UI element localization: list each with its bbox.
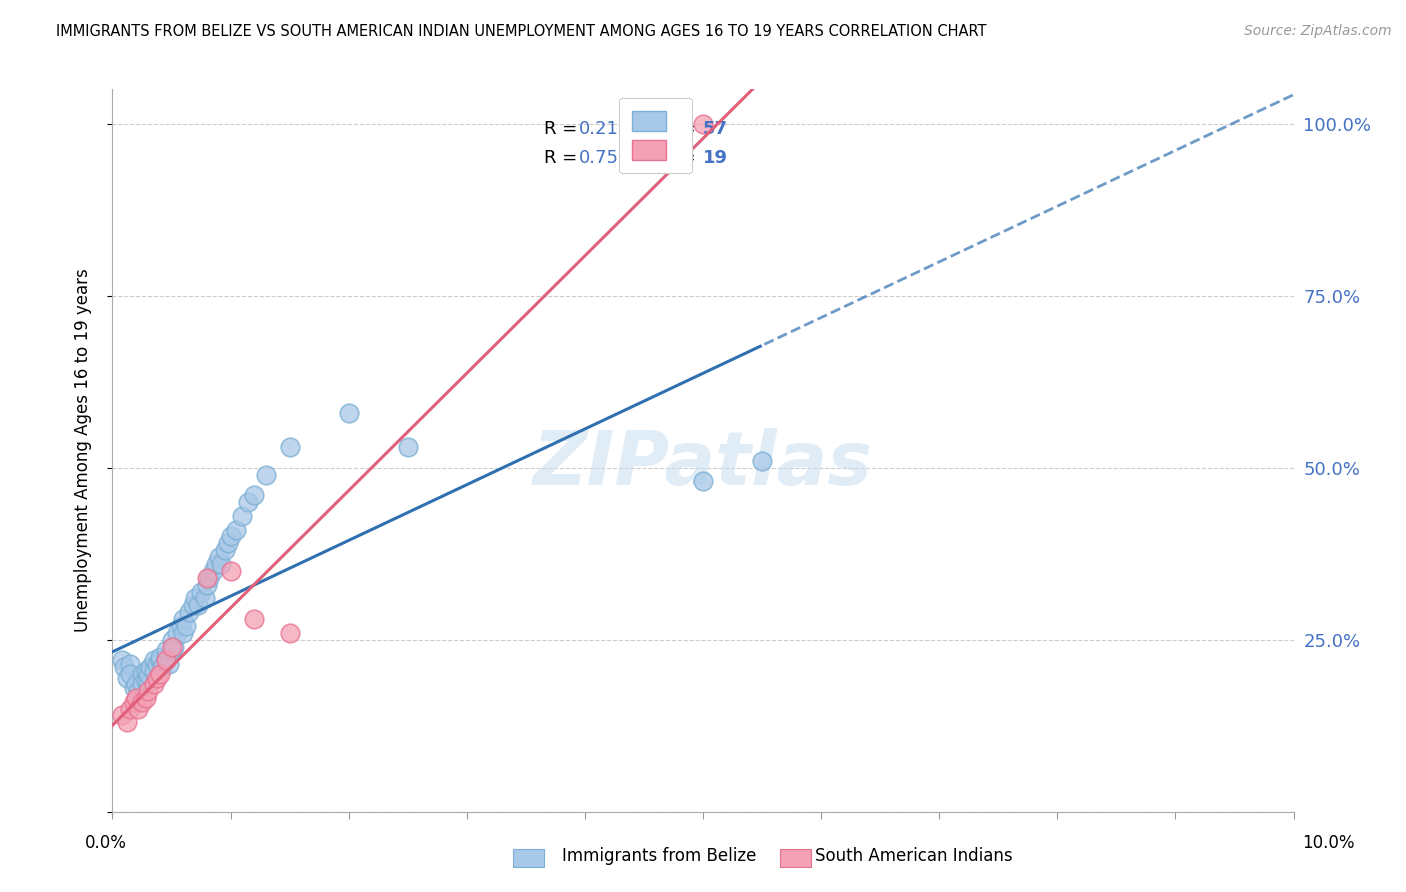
Text: 0.215: 0.215 (579, 120, 630, 138)
Point (195, 571, 218, 585)
Point (166, 625, 188, 640)
Point (122, 695, 145, 709)
Text: IMMIGRANTS FROM BELIZE VS SOUTH AMERICAN INDIAN UNEMPLOYMENT AMONG AGES 16 TO 19: IMMIGRANTS FROM BELIZE VS SOUTH AMERICAN… (56, 24, 987, 38)
Point (243, 488, 266, 502)
Point (149, 649, 172, 664)
Point (155, 653, 177, 667)
Point (136, 677, 159, 691)
Text: R =: R = (544, 149, 588, 167)
Point (131, 667, 153, 681)
Point (131, 677, 153, 691)
Point (278, 625, 301, 640)
Point (198, 571, 221, 585)
Point (231, 508, 253, 523)
Point (139, 660, 162, 674)
Point (115, 671, 138, 685)
Point (172, 612, 194, 626)
Y-axis label: Unemployment Among Ages 16 to 19 years: Unemployment Among Ages 16 to 19 years (73, 268, 91, 632)
Text: 57: 57 (703, 120, 728, 138)
Point (125, 677, 148, 691)
Text: 10.0%: 10.0% (1302, 834, 1355, 852)
Point (751, 454, 773, 468)
Point (136, 667, 159, 681)
Text: 19: 19 (703, 149, 728, 167)
Point (174, 619, 197, 633)
Point (692, 475, 714, 489)
Point (160, 640, 183, 654)
Point (142, 677, 165, 691)
Point (146, 671, 169, 685)
Point (150, 660, 173, 674)
Point (205, 557, 228, 571)
Point (179, 605, 201, 619)
Point (278, 440, 301, 454)
Point (217, 536, 239, 550)
Point (243, 612, 266, 626)
Point (120, 701, 142, 715)
Point (163, 640, 186, 654)
Text: N =: N = (650, 149, 702, 167)
Point (146, 657, 169, 671)
Point (131, 695, 153, 709)
Text: N =: N = (650, 120, 702, 138)
Point (238, 495, 260, 509)
Text: Source: ZipAtlas.com: Source: ZipAtlas.com (1244, 24, 1392, 38)
Point (209, 557, 232, 571)
Point (122, 681, 145, 695)
Point (127, 684, 149, 698)
Point (115, 715, 138, 730)
Point (190, 584, 212, 599)
Point (111, 708, 134, 723)
Point (127, 701, 149, 715)
Point (396, 440, 419, 454)
Point (181, 599, 204, 613)
Point (120, 657, 142, 671)
Point (142, 664, 165, 678)
Point (219, 564, 242, 578)
Point (337, 406, 360, 420)
Point (225, 523, 247, 537)
Point (170, 619, 193, 633)
Point (254, 467, 277, 482)
Text: South American Indians: South American Indians (815, 847, 1014, 865)
Point (111, 653, 134, 667)
Point (208, 550, 231, 565)
Point (184, 591, 207, 606)
Text: R =: R = (544, 120, 588, 138)
Text: 0.0%: 0.0% (84, 834, 127, 852)
Point (135, 664, 157, 678)
Point (214, 543, 236, 558)
Point (692, 117, 714, 131)
Point (136, 684, 159, 698)
Point (157, 657, 180, 671)
Point (195, 577, 218, 591)
Text: Immigrants from Belize: Immigrants from Belize (562, 847, 756, 865)
Point (160, 643, 183, 657)
Legend: , : , (619, 97, 692, 173)
Point (120, 667, 142, 681)
Point (125, 691, 148, 706)
Point (172, 625, 194, 640)
Text: ZIPatlas: ZIPatlas (533, 428, 873, 501)
Point (135, 673, 157, 688)
Point (135, 691, 157, 706)
Point (155, 649, 177, 664)
Point (149, 653, 172, 667)
Point (142, 653, 165, 667)
Point (155, 643, 177, 657)
Text: 0.750: 0.750 (579, 149, 630, 167)
Point (112, 660, 135, 674)
Point (186, 599, 208, 613)
Point (194, 591, 217, 606)
Point (149, 667, 172, 681)
Point (201, 564, 224, 578)
Point (160, 632, 183, 647)
Point (219, 529, 242, 543)
